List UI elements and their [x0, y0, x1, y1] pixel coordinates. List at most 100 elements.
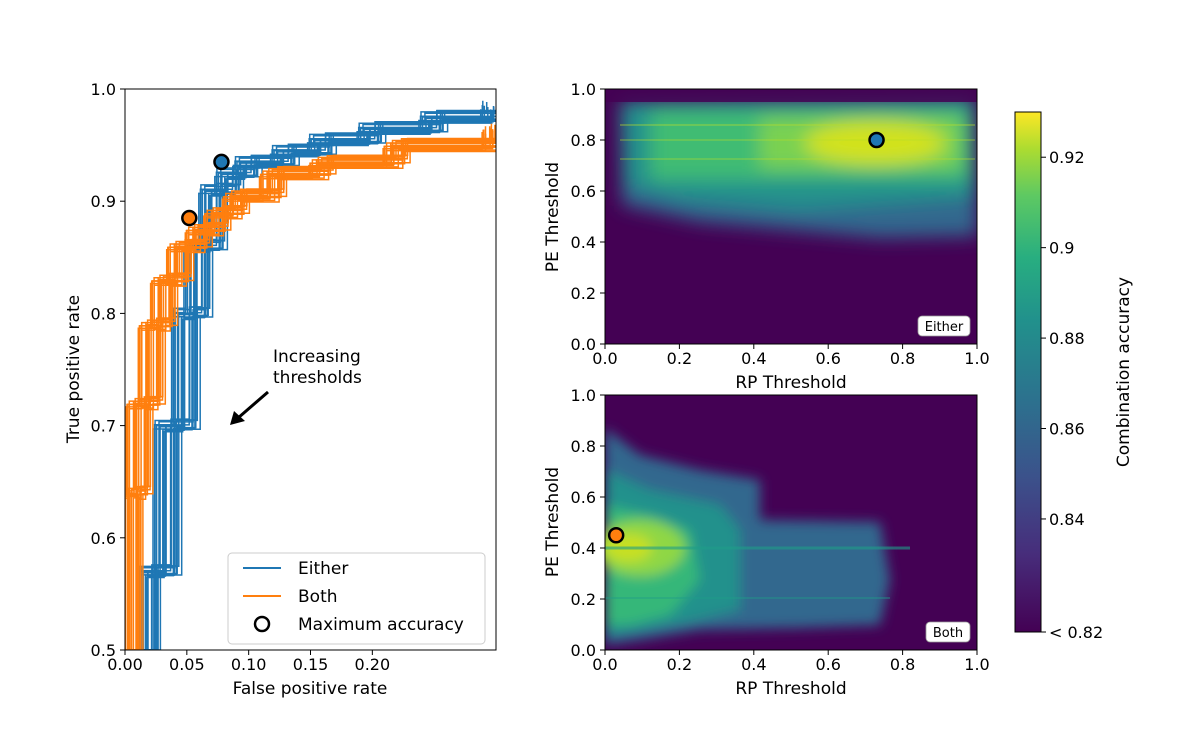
roc-curve-both-9 [126, 123, 493, 650]
heatmap-both-ytick-label: 0.0 [571, 641, 596, 660]
roc-curve-both-19 [129, 145, 496, 650]
roc-curve-both-8 [125, 128, 491, 650]
colorbar-gradient [1014, 111, 1042, 633]
heatmap-both-ytick-label: 0.8 [571, 437, 596, 456]
roc-curve-both-6 [125, 126, 491, 650]
heatmap-both-ytick-label: 0.4 [571, 539, 596, 558]
roc-curve-both-16 [129, 142, 496, 650]
roc-max-either [213, 153, 230, 171]
heatmap-either-frame [604, 88, 978, 345]
roc-curve-either-24 [148, 119, 496, 650]
roc-curve-either-23 [147, 111, 496, 650]
heatmap-both-xtick-label: 0.6 [815, 655, 840, 674]
heatmap-both-ticks: 0.00.0 0.2 0.2 0.4 0.4 0.6 0.6 0.8 0.8 1.0 1.0 [571, 386, 990, 674]
roc-curve-both-24 [130, 137, 496, 650]
roc-ytick-label: 0.5 [91, 641, 116, 660]
heatmap-either-field [620, 96, 977, 238]
heatmap-both-tag: Both [933, 626, 963, 641]
legend: Either Both Maximum accuracy [227, 552, 486, 645]
colorbar-tick-label: < 0.82 [1049, 623, 1103, 642]
heatmap-either-ytick-label: 0.6 [571, 182, 596, 201]
heatmap-both-frame [604, 394, 978, 651]
heatmap-either-ticks: 0.00.0 0.2 0.2 0.4 0.4 0.6 0.6 0.8 0.8 1.0 1.0 [571, 80, 990, 368]
legend-max-label: Maximum accuracy [298, 615, 464, 635]
heatmap-either-tag-box [917, 315, 971, 337]
heatmap-either-xtick-label: 0.8 [890, 349, 915, 368]
annotation: Increasing thresholds [230, 347, 362, 425]
heatmap-either-x-label: RP Threshold [735, 373, 846, 393]
heatmap-either-panel: 0.00.0 0.2 0.2 0.4 0.4 0.6 0.6 0.8 0.8 1.0 1.0 Eit… [543, 80, 990, 393]
roc-curve-both-13 [127, 124, 496, 650]
heatmap-both-x-label: RP Threshold [735, 679, 846, 699]
heatmap-both-xtick-label: 0.0 [592, 655, 617, 674]
heatmap-both-ytick-label: 1.0 [571, 386, 596, 405]
colorbar-tick-label: 0.9 [1049, 239, 1074, 258]
heatmap-both-tag-box [925, 621, 971, 643]
heatmap-either-ytick-label: 0.4 [571, 233, 596, 252]
heatmap-both-xtick-label: 0.4 [741, 655, 766, 674]
heatmap-either-xtick-label: 0.6 [815, 349, 840, 368]
colorbar-label: Combination accuracy [1114, 277, 1134, 467]
heatmap-either-xtick-label: 0.2 [667, 349, 692, 368]
roc-curve-either-20 [146, 112, 496, 650]
heatmap-either-max-marker [868, 131, 885, 149]
colorbar-panel: 0.92 0.9 0.88 0.86 0.84 < 0.82 Combination ac… [1014, 111, 1134, 642]
annotation-line-2: thresholds [273, 368, 362, 388]
heatmap-either-ytick-label: 1.0 [571, 80, 596, 99]
roc-curve-either-17 [145, 109, 496, 650]
roc-ytick-label: 0.7 [91, 417, 116, 436]
roc-curve-either-13 [144, 106, 495, 650]
roc-max-markers [181, 153, 230, 227]
roc-lines [125, 100, 496, 650]
roc-curve-both-23 [131, 145, 496, 650]
annotation-arrowhead [230, 411, 245, 425]
heatmap-both-max-marker [607, 527, 625, 544]
roc-ytick-label: 1.0 [91, 80, 116, 99]
roc-xtick-label: 0.10 [231, 655, 267, 674]
roc-curve-both-22 [129, 146, 496, 650]
roc-max-both [181, 209, 198, 227]
roc-xtick-label: 0.20 [355, 655, 391, 674]
annotation-arrow [237, 390, 269, 420]
roc-y-ticks: 0.5 0.6 0.7 0.8 0.9 1.0 [91, 80, 125, 660]
heatmap-either-xtick-label: 0.0 [592, 349, 617, 368]
roc-xtick-label: 0.05 [169, 655, 205, 674]
heatmap-either-cells [605, 89, 977, 344]
legend-max-marker [253, 615, 271, 633]
roc-panel: 0.00 0.05 0.10 0.15 0.20 0.50.60.70.80.91.0 … [64, 80, 497, 699]
roc-curve-either-3 [139, 105, 486, 650]
roc-curve-either-22 [147, 110, 496, 650]
heatmap-both-ytick-label: 0.6 [571, 488, 596, 507]
roc-y-label: True positive rate [64, 295, 84, 444]
roc-xtick-label: 0.00 [107, 655, 143, 674]
roc-curve-both-14 [128, 138, 496, 650]
roc-curve-both-10 [126, 129, 494, 650]
legend-both-label: Both [298, 587, 338, 607]
heatmap-both-field [605, 428, 890, 645]
colorbar-tick-label: 0.92 [1049, 148, 1085, 167]
heatmap-both-ytick-label: 0.2 [571, 590, 596, 609]
colorbar-tick-label: 0.88 [1049, 329, 1085, 348]
heatmap-either-top-edge [605, 89, 977, 102]
heatmap-both-y-label: PE Threshold [543, 467, 563, 577]
roc-curve-either-5 [142, 107, 489, 650]
heatmap-either-tag: Either [925, 320, 964, 335]
heatmap-either-ytick-label: 0.0 [571, 335, 596, 354]
colorbar-tick-label: 0.84 [1049, 510, 1085, 529]
annotation-line-1: Increasing [273, 347, 361, 367]
roc-curve-both-11 [126, 131, 494, 650]
heatmap-both-xtick-label: 0.8 [890, 655, 915, 674]
roc-x-label: False positive rate [233, 679, 388, 699]
roc-x-ticks: 0.00 0.05 0.10 0.15 0.20 [107, 650, 390, 674]
colorbar-tick-label: 0.86 [1049, 420, 1085, 439]
heatmap-both-panel: 0.00.0 0.2 0.2 0.4 0.4 0.6 0.6 0.8 0.8 1.0 1.0 Bot… [543, 386, 990, 699]
roc-ytick-label: 0.6 [91, 529, 116, 548]
legend-either-label: Either [298, 559, 348, 579]
heatmap-both-xtick-label: 1.0 [964, 655, 989, 674]
heatmap-both-xtick-label: 0.2 [667, 655, 692, 674]
heatmap-either-xtick-label: 0.4 [741, 349, 766, 368]
roc-ytick-label: 0.9 [91, 192, 116, 211]
legend-box [227, 552, 486, 645]
roc-curve-both-15 [129, 139, 496, 650]
